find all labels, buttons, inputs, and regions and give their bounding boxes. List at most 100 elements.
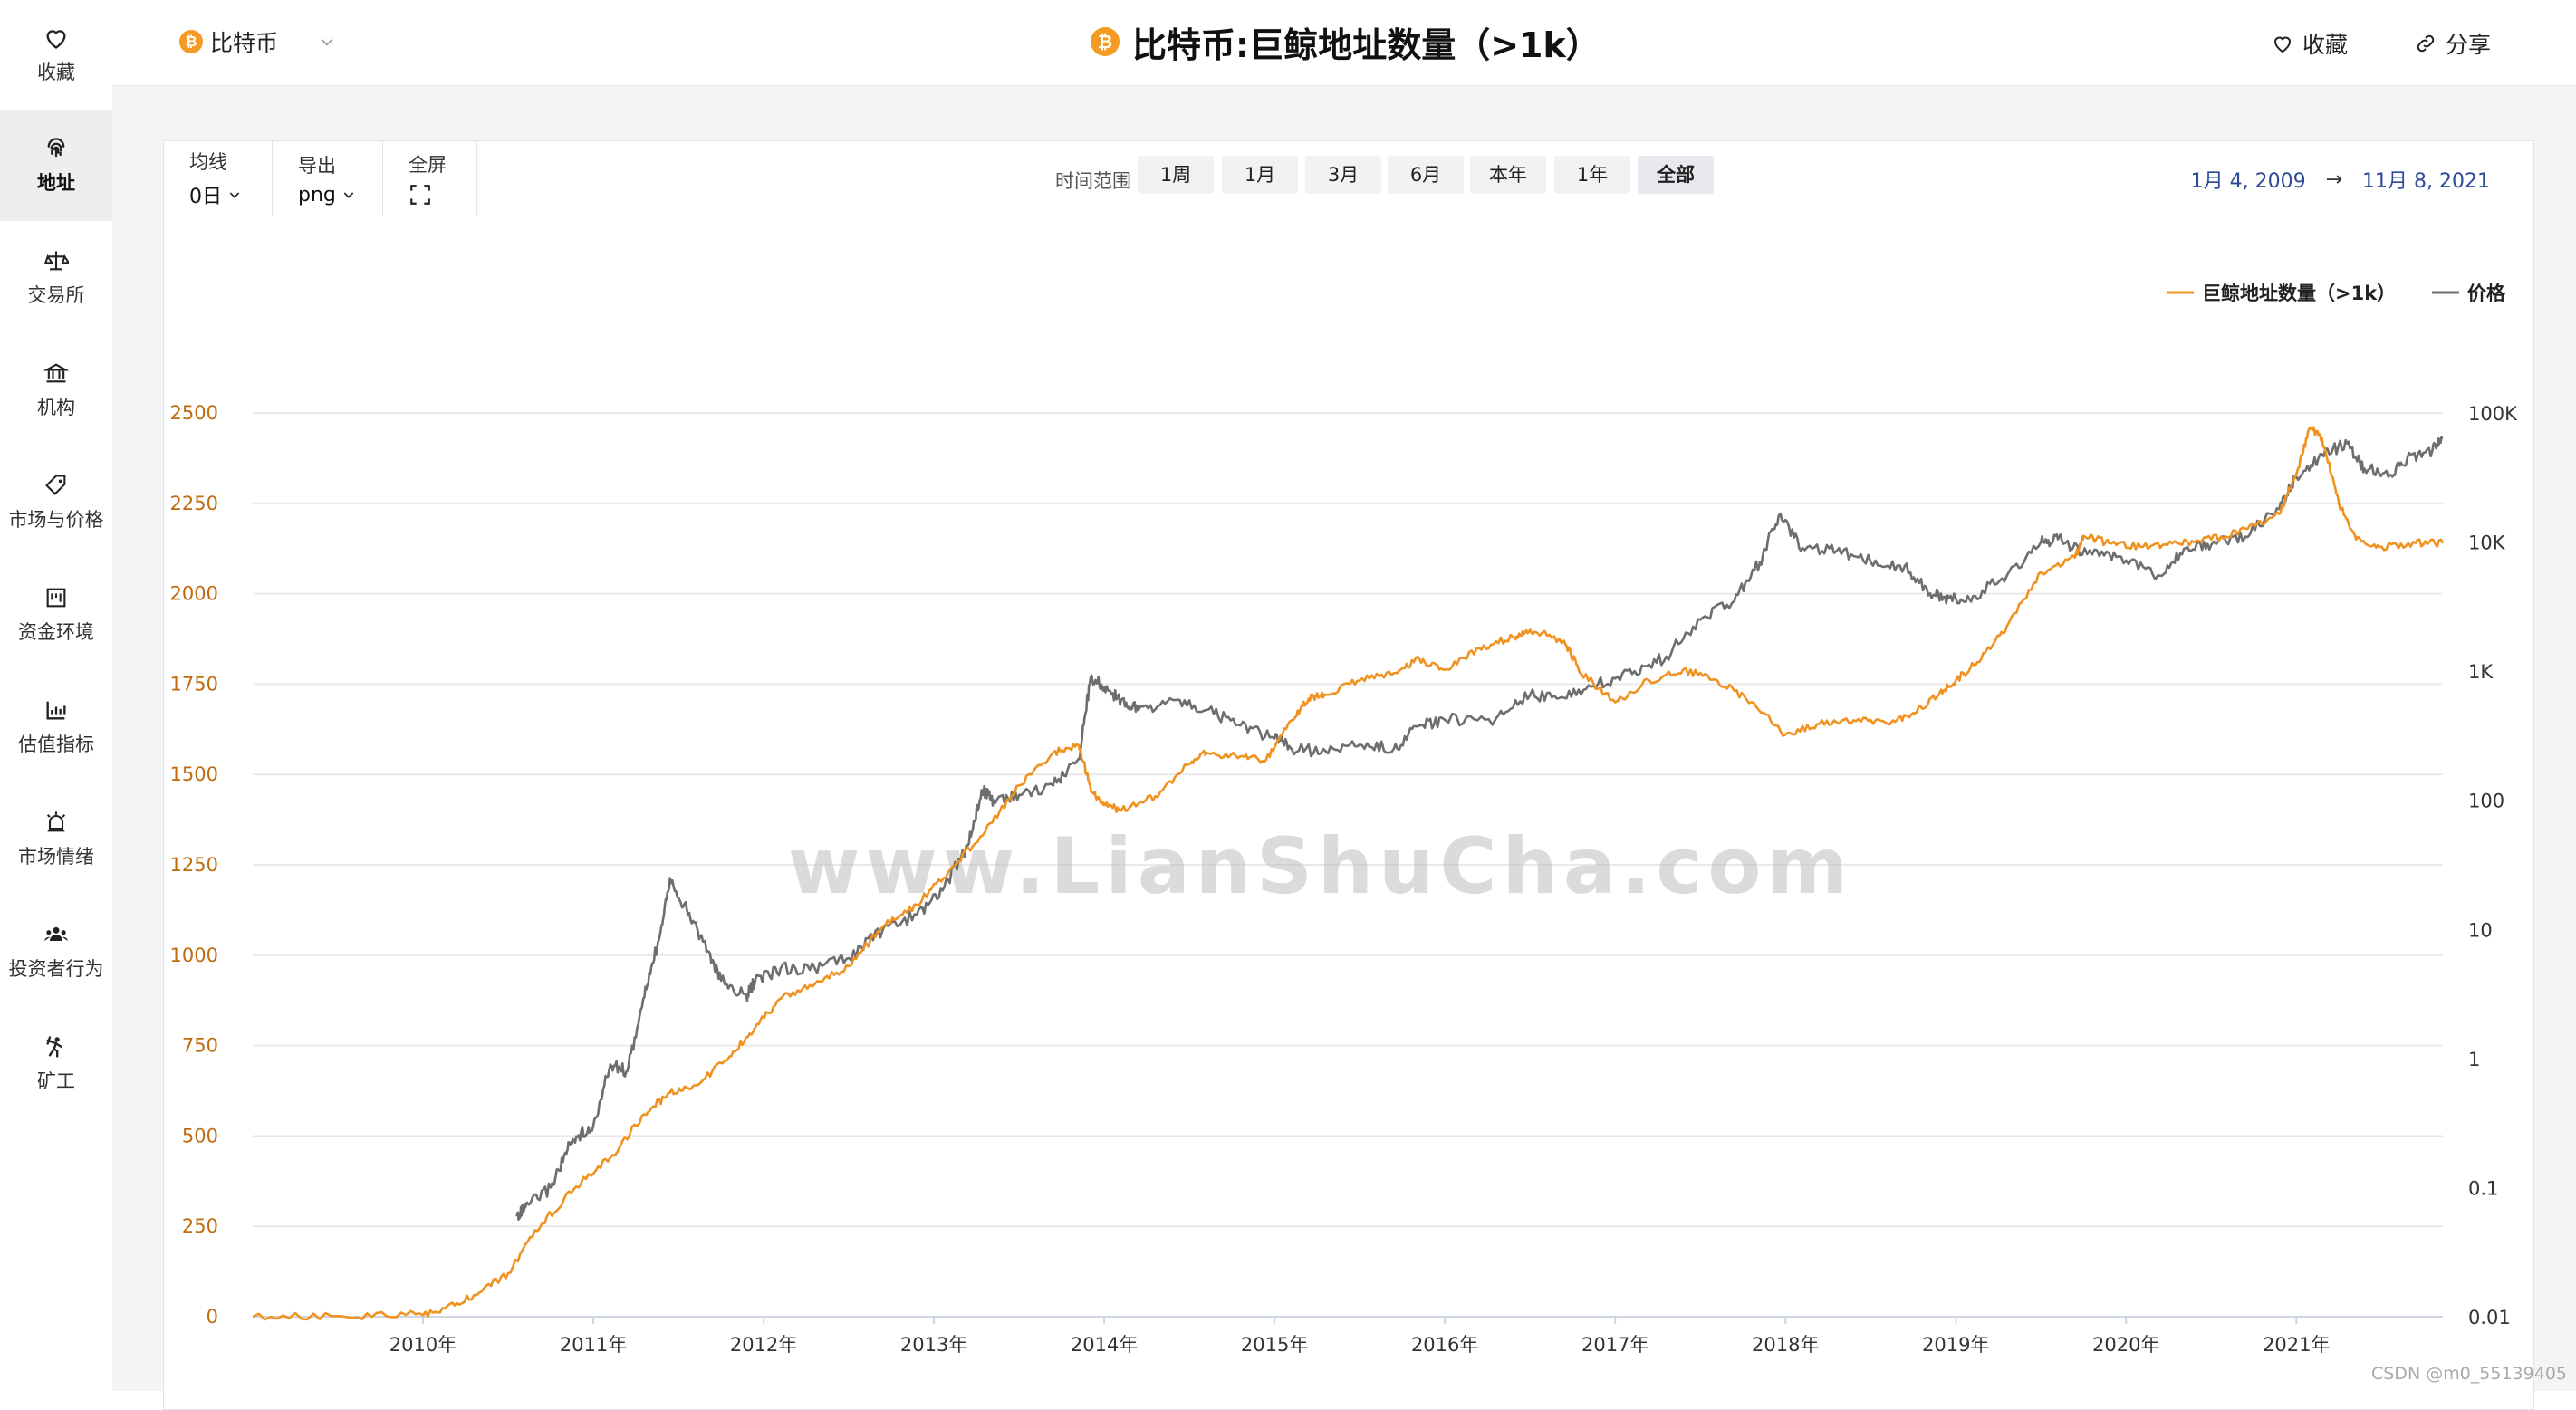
y-right-tick-label: 0.01 — [2468, 1307, 2511, 1328]
export-select[interactable]: png — [298, 184, 382, 206]
range-button-6m[interactable]: 6月 — [1388, 156, 1464, 194]
series-line-price — [515, 436, 2444, 1221]
sidebar-item-institution[interactable]: 机构 — [0, 335, 112, 446]
watermark: www.LianShuCha.com — [788, 821, 1853, 912]
y-right-tick-label: 10 — [2468, 919, 2493, 941]
y-left-tick-label: 1250 — [170, 854, 218, 876]
sidebar-item-label: 市场情绪 — [18, 846, 94, 868]
fullscreen-button[interactable] — [409, 183, 476, 206]
sidebar-item-investor[interactable]: 投资者行为 — [0, 897, 112, 1007]
sidebar-item-label: 估值指标 — [18, 734, 94, 755]
chart-toolbar: 均线 0日 导出 png 全屏 时间范围 1周 1月 3月 6月 本年 1年 全… — [164, 141, 2533, 216]
sidebar-item-label: 收藏 — [37, 62, 75, 83]
x-tick-label: 2018年 — [1752, 1334, 1819, 1356]
y-left-tick-label: 750 — [182, 1035, 218, 1057]
x-tick-label: 2014年 — [1071, 1334, 1138, 1356]
title-wrap: ₿ 比特币:巨鲸地址数量（>1k） — [1091, 16, 1600, 67]
export-control[interactable]: 导出 png — [273, 141, 383, 216]
users-icon — [44, 926, 68, 941]
x-tick-label: 2015年 — [1241, 1334, 1308, 1356]
x-tick-label: 2012年 — [730, 1334, 797, 1356]
series-line-whale-addresses — [252, 426, 2445, 1321]
sidebar: 收藏 地址 交易所 机构 市场与价格 资金环境 估值指标 市场情绪 投资者行为 … — [0, 0, 113, 1123]
x-tick-label: 2017年 — [1581, 1334, 1648, 1356]
sidebar-item-sentiment[interactable]: 市场情绪 — [0, 784, 112, 895]
y-left-tick-label: 500 — [182, 1125, 218, 1146]
y-right-tick-label: 1 — [2468, 1049, 2480, 1070]
export-label: 导出 — [298, 154, 336, 177]
range-button-3m[interactable]: 3月 — [1305, 156, 1381, 194]
x-tick-label: 2019年 — [1922, 1334, 1989, 1356]
arrow-right-icon: → — [2325, 168, 2343, 191]
sidebar-item-market-price[interactable]: 市场与价格 — [0, 447, 112, 558]
export-value: png — [298, 183, 336, 206]
range-button-1y[interactable]: 1年 — [1554, 156, 1630, 194]
x-tick-label: 2016年 — [1411, 1334, 1478, 1356]
bank-icon — [43, 363, 69, 383]
sidebar-item-miner[interactable]: 矿工 — [0, 1009, 112, 1119]
range-button-ytd[interactable]: 本年 — [1470, 156, 1546, 194]
date-range[interactable]: 1月 4, 2009 → 11月 8, 2021 — [2191, 165, 2490, 194]
sidebar-item-label: 投资者行为 — [8, 958, 104, 980]
sidebar-item-favorites[interactable]: 收藏 — [0, 0, 112, 110]
chevron-down-icon — [343, 192, 354, 198]
y-left-tick-label: 2500 — [170, 402, 218, 424]
chevron-down-icon — [229, 192, 240, 198]
y-left-tick-label: 1000 — [170, 945, 218, 966]
y-right-tick-label: 0.1 — [2468, 1177, 2498, 1199]
miner-icon — [46, 1036, 63, 1058]
sidebar-item-valuation[interactable]: 估值指标 — [0, 672, 112, 782]
favorite-label: 收藏 — [2302, 32, 2349, 58]
y-left-tick-label: 1750 — [170, 673, 218, 695]
date-from[interactable]: 1月 4, 2009 — [2190, 170, 2306, 193]
range-button-1w[interactable]: 1周 — [1138, 156, 1214, 194]
time-range-label: 时间范围 — [1055, 170, 1131, 192]
favorite-button[interactable]: 收藏 — [2272, 25, 2348, 62]
page-header: ₿ 比特币 ₿ 比特币:巨鲸地址数量（>1k） 收藏 分享 — [112, 0, 2576, 86]
heart-icon — [2273, 36, 2292, 53]
x-tick-label: 2020年 — [2092, 1334, 2159, 1356]
y-left-tick-label: 2000 — [170, 583, 218, 605]
bitcoin-icon: ₿ — [1091, 27, 1120, 56]
date-to[interactable]: 11月 8, 2021 — [2362, 170, 2490, 193]
link-icon — [2417, 34, 2435, 53]
bitcoin-icon: ₿ — [179, 30, 203, 53]
ma-control[interactable]: 均线 0日 — [164, 141, 273, 216]
sidebar-item-exchange[interactable]: 交易所 — [0, 223, 112, 333]
asset-name: 比特币 — [210, 30, 279, 56]
x-tick-label: 2021年 — [2263, 1334, 2330, 1356]
share-label: 分享 — [2446, 32, 2492, 58]
range-button-1m[interactable]: 1月 — [1222, 156, 1298, 194]
bar-chart-icon — [46, 701, 66, 720]
chevron-down-icon — [321, 38, 333, 46]
legend-label-price: 价格 — [2467, 283, 2506, 304]
y-left-tick-label: 1500 — [170, 763, 218, 785]
asset-selector[interactable]: ₿ 比特币 — [179, 24, 336, 60]
ma-label: 均线 — [189, 151, 227, 173]
legend-label-whale-addresses: 巨鲸地址数量（>1k） — [2202, 283, 2396, 304]
fullscreen-label: 全屏 — [409, 154, 447, 176]
y-left-tick-label: 250 — [182, 1215, 218, 1237]
scale-icon — [43, 251, 69, 271]
share-button[interactable]: 分享 — [2415, 25, 2491, 62]
fingerprint-icon — [47, 138, 65, 158]
sidebar-item-funding[interactable]: 资金环境 — [0, 560, 112, 670]
ma-select[interactable]: 0日 — [189, 180, 272, 209]
fullscreen-control[interactable]: 全屏 — [383, 141, 477, 216]
content-area: 0 250 500 750 1000 1250 1500 1750 2000 2250 2500 0.… — [112, 86, 2576, 1410]
y-right-tick-label: 1K — [2468, 661, 2494, 683]
heart-icon — [46, 30, 66, 49]
page-title: 比特币:巨鲸地址数量（>1k） — [1132, 24, 1600, 65]
x-tick-label: 2011年 — [560, 1334, 627, 1356]
sidebar-item-label: 地址 — [37, 172, 75, 194]
sidebar-item-address[interactable]: 地址 — [0, 110, 112, 221]
x-tick-label: 2010年 — [389, 1334, 457, 1356]
y-left-tick-label: 0 — [207, 1306, 218, 1328]
credit-text: CSDN @m0_55139405 — [2370, 1364, 2567, 1384]
sidebar-item-label: 交易所 — [27, 284, 85, 306]
sidebar-item-label: 机构 — [37, 397, 75, 418]
y-right-tick-label: 10K — [2468, 532, 2506, 554]
tag-icon — [45, 475, 66, 495]
alarm-icon — [46, 811, 66, 832]
range-button-all[interactable]: 全部 — [1638, 156, 1714, 194]
